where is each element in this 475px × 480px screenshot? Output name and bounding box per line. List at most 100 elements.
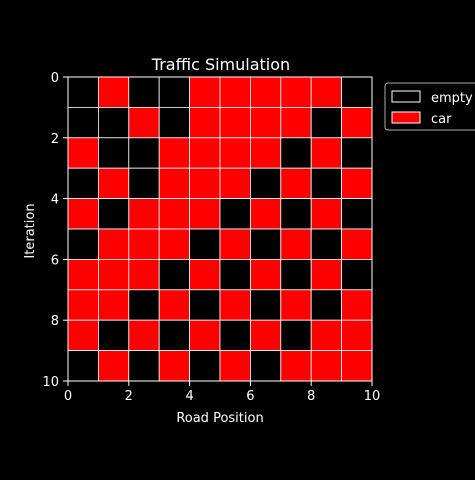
- heatmap-cell: [310, 198, 343, 230]
- heatmap-cell: [280, 137, 312, 169]
- heatmap-cell: [341, 319, 373, 352]
- heatmap-cell: [310, 258, 343, 291]
- y-axis: 0 2 4 6 8 10: [42, 71, 68, 390]
- heatmap-cell: [189, 76, 221, 108]
- heatmap-cell: [98, 258, 130, 291]
- heatmap-cell: [67, 137, 99, 169]
- heatmap-cell: [67, 319, 99, 352]
- heatmap-cell: [158, 258, 190, 291]
- heatmap-cell: [158, 319, 190, 352]
- x-tick-label: 4: [185, 389, 193, 404]
- x-tick-label: 10: [364, 389, 381, 404]
- heatmap-cell: [98, 319, 130, 352]
- heatmap-cell: [219, 76, 251, 108]
- heatmap-cell: [310, 76, 343, 108]
- heatmap-cell: [158, 76, 190, 108]
- heatmap-cell: [219, 167, 251, 199]
- heatmap-cell: [249, 350, 282, 382]
- heatmap-cell: [341, 107, 373, 139]
- heatmap-cell: [128, 167, 160, 199]
- heatmap-cell: [189, 137, 221, 169]
- heatmap-cell: [158, 198, 190, 230]
- heatmap-cell: [341, 198, 373, 230]
- x-tick-label: 8: [307, 389, 315, 404]
- heatmap-cell: [128, 289, 160, 321]
- heatmap-cell: [280, 167, 312, 199]
- heatmap-cell: [280, 350, 312, 382]
- heatmap-cell: [341, 289, 373, 321]
- heatmap-cell: [67, 228, 99, 260]
- x-axis: 0 2 4 6 8 10: [64, 381, 380, 404]
- heatmap-cell: [128, 258, 160, 291]
- heatmap-cell: [310, 319, 343, 352]
- heatmap-cell: [128, 137, 160, 169]
- heatmap-cell: [98, 167, 130, 199]
- heatmap-cell: [249, 76, 282, 108]
- heatmap-cell: [219, 198, 251, 230]
- heatmap-cell: [219, 289, 251, 321]
- heatmap-cell: [249, 289, 282, 321]
- x-tick-label: 6: [246, 389, 254, 404]
- y-tick-label: 10: [42, 375, 59, 390]
- heatmap-cell: [310, 107, 343, 139]
- heatmap-cell: [189, 198, 221, 230]
- heatmap-cell: [98, 137, 130, 169]
- heatmap-cell: [128, 228, 160, 260]
- heatmap-cell: [128, 198, 160, 230]
- heatmap-cell: [158, 137, 190, 169]
- heatmap-cell: [249, 137, 282, 169]
- plot-frame: [67, 76, 373, 382]
- heatmap-cell: [158, 167, 190, 199]
- y-tick-label: 8: [51, 314, 59, 329]
- legend-swatch-empty: [391, 90, 421, 103]
- heatmap-cell: [67, 76, 99, 108]
- x-axis-label: Road Position: [176, 411, 263, 426]
- heatmap-cell: [280, 228, 312, 260]
- heatmap-cell: [249, 319, 282, 352]
- heatmap-cell: [249, 167, 282, 199]
- legend-label-car: car: [431, 112, 452, 127]
- heatmap-cell: [219, 258, 251, 291]
- x-tick-label: 2: [125, 389, 133, 404]
- heatmap-cell: [158, 107, 190, 139]
- heatmap-cell: [310, 289, 343, 321]
- x-tick-label: 0: [64, 389, 72, 404]
- heatmap-cell: [219, 319, 251, 352]
- heatmap-cell: [280, 319, 312, 352]
- heatmap-cell: [310, 350, 343, 382]
- heatmap-cell: [310, 167, 343, 199]
- y-tick-label: 4: [51, 193, 59, 208]
- heatmap-cell: [280, 107, 312, 139]
- heatmap-cell: [341, 258, 373, 291]
- legend-label-empty: empty: [431, 91, 473, 106]
- heatmap-cell: [158, 289, 190, 321]
- heatmap-cell: [189, 228, 221, 260]
- heatmap-cell: [280, 289, 312, 321]
- heatmap-cell: [189, 319, 221, 352]
- heatmap-cell: [341, 76, 373, 108]
- heatmap-cell: [249, 228, 282, 260]
- heatmap-cell: [67, 107, 99, 139]
- heatmap-cell: [98, 76, 130, 108]
- heatmap-cell: [219, 107, 251, 139]
- heatmap-cell: [189, 350, 221, 382]
- heatmap-cell: [280, 258, 312, 291]
- heatmap-cell: [128, 350, 160, 382]
- heatmap-cell: [280, 76, 312, 108]
- heatmap-cell: [128, 107, 160, 139]
- heatmap-cells: [67, 76, 373, 382]
- y-tick-label: 6: [51, 253, 59, 268]
- legend-swatch-car: [391, 111, 421, 124]
- heatmap-cell: [219, 228, 251, 260]
- heatmap-cell: [158, 350, 190, 382]
- heatmap-cell: [98, 107, 130, 139]
- heatmap-cell: [341, 167, 373, 199]
- heatmap-cell: [158, 228, 190, 260]
- heatmap-cell: [189, 107, 221, 139]
- legend: empty car: [384, 82, 475, 131]
- heatmap-cell: [189, 167, 221, 199]
- heatmap-cell: [249, 198, 282, 230]
- heatmap-cell: [341, 228, 373, 260]
- heatmap-cell: [189, 289, 221, 321]
- heatmap-cell: [341, 350, 373, 382]
